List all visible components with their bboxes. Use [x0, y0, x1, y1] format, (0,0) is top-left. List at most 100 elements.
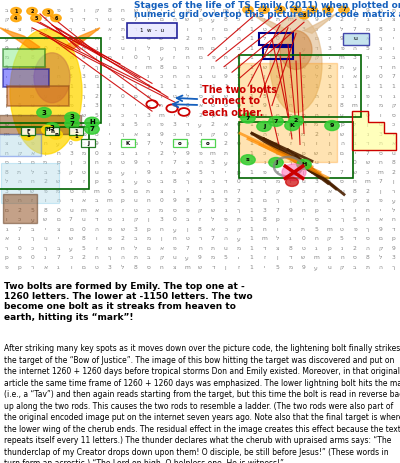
Text: א: א	[366, 37, 370, 41]
Text: ה: ה	[366, 246, 370, 251]
Text: ה: ה	[314, 94, 318, 99]
Text: 8: 8	[263, 217, 266, 222]
FancyBboxPatch shape	[239, 63, 337, 162]
Text: 2: 2	[262, 7, 266, 12]
Text: 1: 1	[250, 103, 254, 108]
Text: m: m	[158, 113, 164, 118]
Text: כ: כ	[224, 227, 227, 232]
Text: 3: 3	[121, 37, 124, 41]
Text: צ: צ	[276, 246, 279, 251]
Text: m: m	[262, 237, 268, 241]
Text: כ: כ	[18, 217, 21, 222]
Text: ס: ס	[224, 103, 228, 108]
Text: צ: צ	[185, 160, 189, 165]
Text: ז: ז	[96, 246, 98, 251]
Text: ן: ן	[264, 75, 265, 80]
Text: ם: ם	[4, 208, 8, 213]
Circle shape	[243, 6, 253, 13]
Text: מ: מ	[159, 208, 163, 213]
Text: ל: ל	[302, 160, 305, 165]
Text: ך: ך	[366, 227, 369, 232]
Text: 5: 5	[366, 46, 370, 51]
Text: ע: ע	[172, 227, 176, 232]
Text: פ: פ	[185, 208, 189, 213]
FancyBboxPatch shape	[81, 139, 95, 147]
Text: m: m	[326, 227, 332, 232]
Text: n: n	[50, 129, 54, 134]
Text: 7: 7	[146, 141, 150, 146]
Text: ט: ט	[43, 131, 47, 137]
Text: ג: ג	[57, 265, 59, 270]
Text: ל: ל	[160, 141, 163, 146]
Text: ק: ק	[133, 217, 138, 222]
Text: 3: 3	[353, 56, 357, 61]
Text: ב: ב	[211, 189, 214, 194]
Text: ר: ר	[263, 179, 266, 184]
Text: m: m	[146, 65, 151, 70]
Text: כ: כ	[392, 122, 395, 127]
Text: ו: ו	[238, 150, 240, 156]
Text: ש: ש	[366, 160, 370, 165]
Text: m: m	[184, 265, 190, 270]
Text: י: י	[135, 103, 136, 108]
Text: ק: ק	[236, 227, 241, 232]
Text: א: א	[262, 8, 266, 13]
Text: ז: ז	[315, 189, 317, 194]
Text: י: י	[341, 160, 343, 165]
Text: 1: 1	[250, 265, 254, 270]
Text: כ: כ	[263, 150, 266, 156]
Text: ג: ג	[289, 237, 292, 241]
Text: ר: ר	[379, 94, 382, 99]
Ellipse shape	[34, 53, 70, 103]
Text: n: n	[54, 132, 58, 137]
Text: ע: ע	[160, 56, 163, 61]
Text: ר: ר	[69, 27, 73, 32]
Text: 8: 8	[121, 141, 124, 146]
Text: 1: 1	[327, 84, 331, 89]
Text: ר: ר	[276, 131, 279, 137]
Text: מ: מ	[237, 246, 241, 251]
Text: ח: ח	[224, 56, 228, 61]
Text: נ: נ	[70, 179, 72, 184]
Text: ן: ן	[225, 265, 227, 270]
Text: ט: ט	[237, 141, 241, 146]
Text: ק: ק	[211, 131, 215, 137]
Text: m: m	[223, 8, 229, 13]
Text: m: m	[107, 198, 113, 203]
Text: ע: ע	[224, 160, 228, 165]
Text: 9: 9	[82, 56, 86, 61]
Text: 5: 5	[56, 37, 60, 41]
Text: 9: 9	[198, 256, 202, 261]
Text: 9: 9	[301, 265, 305, 270]
Text: u: u	[108, 17, 112, 22]
Text: 0: 0	[134, 56, 137, 61]
Text: ח: ח	[353, 179, 357, 184]
Text: ך: ך	[379, 37, 382, 41]
Text: n: n	[185, 56, 189, 61]
Text: p: p	[340, 122, 344, 127]
Text: ל: ל	[314, 75, 318, 80]
Text: ט: ט	[108, 217, 112, 222]
Text: א: א	[237, 160, 241, 165]
Text: צ: צ	[263, 56, 266, 61]
Text: צ: צ	[198, 179, 202, 184]
Text: ש: ש	[211, 208, 215, 213]
Text: נ: נ	[302, 103, 304, 108]
Text: 7: 7	[82, 65, 86, 70]
Text: י: י	[174, 113, 175, 118]
Text: ר: ר	[121, 75, 124, 80]
Text: Stages of the life of TS Emily (2011) when plotted on the: Stages of the life of TS Emily (2011) wh…	[134, 1, 400, 10]
Text: צ: צ	[121, 122, 124, 127]
Text: פ: פ	[108, 237, 112, 241]
Text: ם: ם	[82, 265, 86, 270]
Text: ט: ט	[288, 65, 292, 70]
Text: 1  w  -  u: 1 w - u	[140, 28, 164, 33]
Text: ש: ש	[301, 256, 305, 261]
Text: p: p	[146, 227, 150, 232]
Text: p: p	[327, 246, 331, 251]
Text: 3: 3	[327, 46, 331, 51]
Text: ך: ך	[44, 246, 47, 251]
Text: 3: 3	[70, 114, 74, 120]
Text: 2: 2	[172, 103, 176, 108]
Circle shape	[275, 6, 285, 13]
